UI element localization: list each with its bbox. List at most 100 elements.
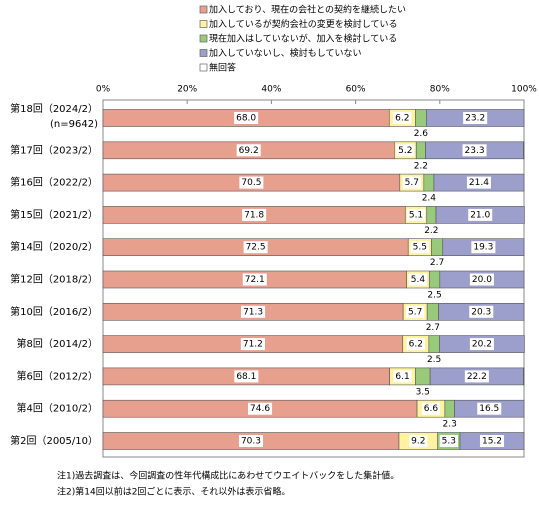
value-label-bg (410, 241, 429, 254)
value-label: 20.2 (472, 340, 492, 350)
category-label: 第8回（2014/2） (16, 337, 98, 350)
value-label: 2.7 (430, 258, 444, 268)
value-label-bg (402, 176, 421, 189)
value-label: 20.3 (471, 307, 491, 317)
value-label: 2.2 (424, 226, 438, 236)
bar-segment (423, 173, 435, 192)
value-label: 5.7 (405, 178, 419, 188)
bar-segment (426, 206, 437, 224)
value-label-bg (242, 273, 267, 286)
category-label: 第10回（2016/2） (10, 305, 98, 318)
value-label: 70.3 (241, 437, 261, 447)
value-label: 19.3 (473, 243, 493, 253)
value-label: 23.3 (465, 146, 485, 156)
value-label-bg (234, 370, 259, 383)
value-label-bg (393, 370, 412, 383)
value-label: 2.4 (422, 194, 437, 204)
value-label-bg (406, 338, 425, 351)
value-label: 5.2 (398, 146, 412, 156)
value-label-bg (421, 402, 441, 415)
value-label-bg (471, 241, 496, 254)
bar-segment (428, 335, 440, 353)
value-label: 2.6 (414, 129, 429, 139)
value-label-bg (393, 112, 412, 124)
value-label: 68.0 (236, 114, 256, 124)
value-label-bg (396, 144, 415, 157)
value-label-bg (466, 176, 491, 189)
value-label-bg (468, 208, 493, 221)
value-label-bg (463, 112, 488, 124)
value-label: 71.8 (244, 210, 264, 220)
value-label: 74.6 (250, 404, 270, 414)
value-label-bg (477, 402, 502, 415)
category-label: 第14回（2020/2） (10, 240, 98, 253)
x-tick-label: 60% (346, 85, 366, 95)
bar-segment (428, 270, 441, 289)
value-label-bg (469, 273, 494, 286)
x-tick-label: 80% (430, 85, 450, 95)
value-label-bg (462, 144, 487, 157)
value-label-bg (238, 435, 264, 447)
value-label: 6.6 (424, 404, 439, 414)
value-label-bg (469, 305, 494, 318)
x-tick-label: 40% (261, 85, 281, 95)
legend-swatch (199, 5, 208, 14)
value-label: 20.0 (472, 275, 492, 285)
legend-swatch (199, 49, 208, 57)
value-label: 21.4 (469, 178, 489, 188)
value-label-bg (236, 144, 261, 157)
bar-segment (431, 238, 444, 256)
value-label: 2.2 (414, 161, 428, 171)
value-label-bg (240, 338, 265, 351)
value-label-bg (469, 338, 494, 351)
legend-swatch (199, 63, 208, 72)
value-label-bg (406, 208, 426, 221)
value-label: 22.2 (467, 372, 487, 382)
value-label: 2.5 (427, 291, 441, 301)
value-label: 2.7 (426, 323, 440, 333)
legend-swatch (199, 34, 208, 43)
value-label-bg (243, 241, 268, 254)
legend-label: 無回答 (209, 62, 236, 74)
note: 注2)第14回以前は2回ごとに表示、それ以外は表示省略。 (57, 486, 290, 498)
legend-label: 加入しているが契約会社の変更を検討している (209, 18, 397, 30)
value-label: 5.5 (413, 243, 427, 253)
bar-segment (426, 302, 439, 321)
category-label: 第4回（2010/2） (16, 402, 98, 415)
value-label: 5.3 (442, 437, 456, 447)
value-label: 2.5 (427, 355, 441, 365)
value-label: 6.2 (395, 114, 409, 124)
x-tick-label: 100% (511, 85, 537, 95)
value-label: 3.5 (416, 387, 430, 397)
value-label: 5.4 (411, 275, 426, 285)
bar-segment (444, 399, 455, 418)
legend-label: 加入していないし、検討もしていない (209, 47, 361, 59)
category-label: 第6回（2012/2） (16, 369, 98, 382)
value-label-bg (248, 402, 273, 415)
value-label: 69.2 (239, 146, 259, 156)
value-label: 70.5 (241, 178, 261, 188)
category-label: 第2回（2005/10） (10, 434, 98, 447)
sample-size: (n=9642) (50, 119, 98, 130)
category-label: 第16回（2022/2） (10, 176, 98, 189)
value-label: 9.2 (411, 437, 425, 447)
value-label: 68.1 (236, 372, 256, 382)
value-label: 71.3 (243, 307, 263, 317)
value-label-bg (242, 208, 267, 221)
value-label-bg (406, 305, 425, 318)
value-label: 2.3 (443, 420, 457, 430)
category-label: 第18回（2024/2） (10, 102, 98, 115)
value-label-bg (234, 112, 259, 124)
value-label: 21.0 (470, 210, 490, 220)
value-label: 6.2 (409, 340, 423, 350)
bar-segment (415, 141, 426, 160)
x-tick-label: 0% (96, 85, 111, 95)
value-label-bg (464, 370, 489, 383)
value-label-bg (479, 435, 505, 447)
value-label-bg (241, 305, 266, 318)
value-label: 72.1 (245, 275, 265, 285)
value-label-bg (408, 273, 428, 286)
value-label-bg (409, 435, 428, 447)
value-label: 5.1 (409, 210, 423, 220)
value-label: 23.2 (465, 114, 485, 124)
